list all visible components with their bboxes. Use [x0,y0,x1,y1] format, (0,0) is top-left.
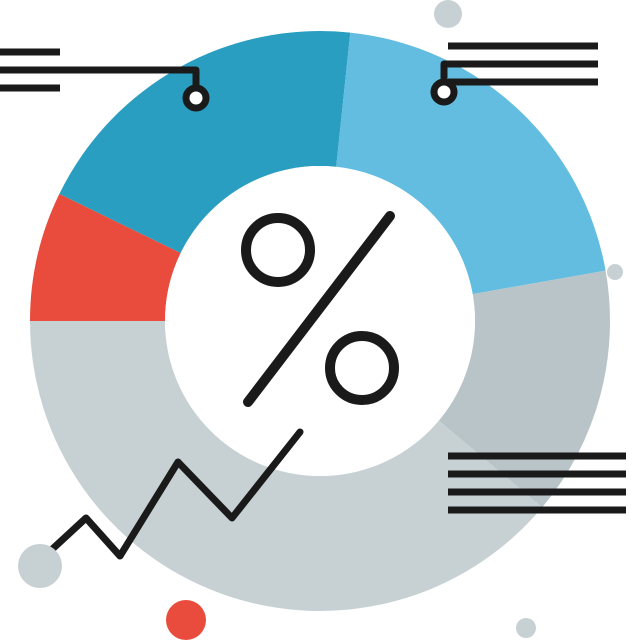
decor-dot-2 [166,600,206,640]
donut-chart [30,31,610,611]
decor-dot-0 [434,0,462,28]
decor-dot-1 [18,544,62,588]
decor-dot-4 [607,264,623,280]
callout-node [186,88,206,108]
decor-dot-3 [516,618,536,638]
infographic-donut [0,0,641,643]
donut-hole [165,166,475,476]
